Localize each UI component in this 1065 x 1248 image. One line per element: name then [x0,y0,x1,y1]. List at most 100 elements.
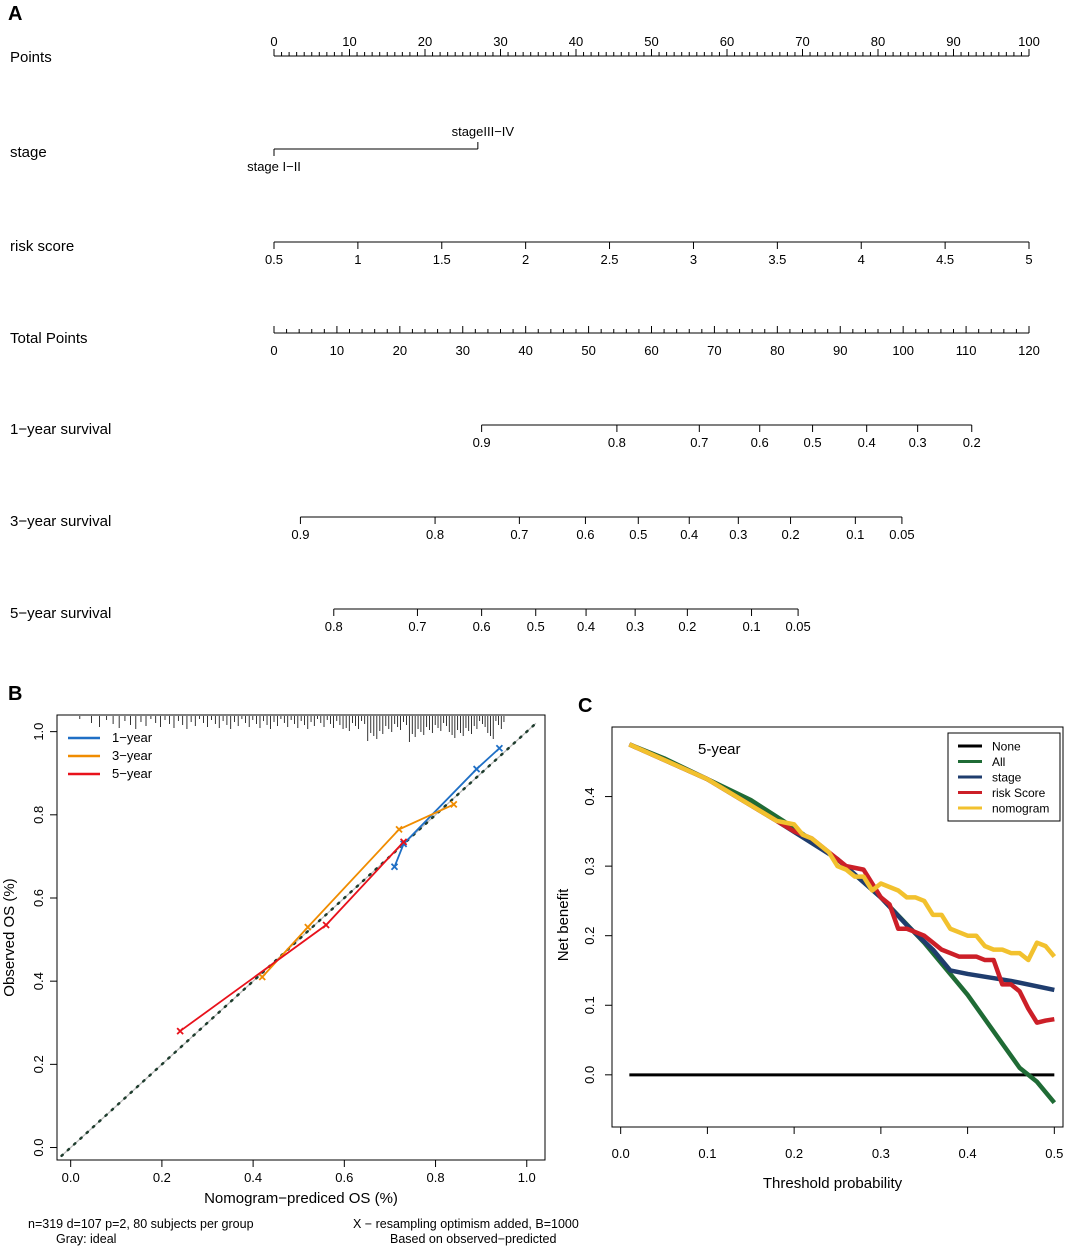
y-axis-title: Net benefit [555,888,572,961]
apparent-line [60,722,538,1158]
tick-label: 0.5 [804,435,822,450]
tick-label: 2.5 [600,252,618,267]
x-tick-label: 0.2 [785,1146,803,1161]
series-point-2 [399,838,408,846]
footnote-ideal: Gray: ideal [56,1232,116,1246]
tick-label: 1 [354,252,361,267]
tick-label: 40 [518,343,532,358]
nomogram-row-label: 1−year survival [10,421,111,438]
tick-label: 10 [330,343,344,358]
tick-label: 0.3 [729,527,747,542]
tick-label: 0.8 [608,435,626,450]
tick-label: 0 [270,343,277,358]
panel-b-label: B [8,683,22,705]
nomogram-row-label: Total Points [10,330,88,347]
legend-label: None [992,740,1021,754]
tick-label: 50 [644,34,658,49]
stage-level-label: stage I−II [247,159,301,174]
calibration-chart: 0.0 0.2 0.4 0.6 0.8 1.0 0.0 0.2 0.4 0.6 0.8 1.0 Nomo… [1,714,579,1246]
series-point-1 [258,973,266,981]
tick-label: 3 [690,252,697,267]
calibration-plot-frame [56,714,546,1161]
tick-label: 0.1 [742,619,760,634]
x-tick-label: 0.6 [335,1170,353,1185]
x-tick-label: 0.4 [959,1146,977,1161]
legend-label: nomogram [992,802,1049,816]
tick-label: 2 [522,252,529,267]
tick-label: 100 [892,343,914,358]
x-axis-title: Nomogram−prediced OS (%) [204,1190,398,1207]
x-tick-label: 0.0 [612,1146,630,1161]
series-line-0 [393,747,500,868]
tick-label: 1.5 [433,252,451,267]
y-tick-label: 0.0 [31,1138,46,1156]
series-point-2 [322,921,330,929]
y-tick-label: 0.6 [31,889,46,907]
tick-label: 0 [270,34,277,49]
tick-label: 4 [858,252,865,267]
x-tick-label: 0.3 [872,1146,890,1161]
tick-label: 20 [418,34,432,49]
x-tick-label: 0.1 [698,1146,716,1161]
tick-label: 0.4 [858,435,876,450]
footnote-resampling: X − resampling optimism added, B=1000 [353,1217,579,1231]
footnote-subjects: n=319 d=107 p=2, 80 subjects per group [28,1217,254,1231]
tick-label: 0.8 [426,527,444,542]
tick-label: 0.4 [577,619,595,634]
tick-label: 90 [833,343,847,358]
y-axis-title: Observed OS (%) [1,878,18,996]
tick-label: 70 [795,34,809,49]
chart-title: 5-year [698,741,741,758]
tick-label: 0.5 [629,527,647,542]
tick-label: 0.9 [291,527,309,542]
nomogram-row-label: stage [10,144,47,161]
y-tick-label: 1.0 [31,723,46,741]
tick-label: 60 [720,34,734,49]
panel-a-label: A [8,3,22,25]
tick-label: 90 [946,34,960,49]
tick-label: 80 [770,343,784,358]
legend-label: risk Score [992,786,1046,800]
tick-label: 0.2 [678,619,696,634]
legend-label: stage [992,771,1022,785]
series-point-0 [390,863,399,871]
tick-label: 0.7 [690,435,708,450]
tick-label: 0.2 [782,527,800,542]
tick-label: 0.7 [408,619,426,634]
series-line-1 [261,803,455,978]
legend-label: 5−year [112,766,153,781]
y-tick-label: 0.1 [582,996,597,1014]
tick-label: 0.4 [680,527,698,542]
tick-label: 60 [644,343,658,358]
y-tick-label: 0.0 [582,1066,597,1084]
tick-label: 10 [342,34,356,49]
tick-label: 20 [393,343,407,358]
legend-label: 3−year [112,748,153,763]
stage-level-label: stageIII−IV [452,124,515,139]
y-tick-label: 0.8 [31,806,46,824]
x-tick-label: 0.8 [427,1170,445,1185]
tick-label: 3.5 [768,252,786,267]
x-tick-label: 1.0 [518,1170,536,1185]
series-point-1 [450,800,458,809]
tick-label: 5 [1025,252,1032,267]
tick-label: 0.6 [576,527,594,542]
dca-series-4 [628,742,1057,963]
legend-label: All [992,755,1005,769]
dca-plot-frame [611,726,1064,1128]
tick-label: 40 [569,34,583,49]
tick-label: 0.1 [846,527,864,542]
series-point-1 [304,923,312,931]
tick-label: 0.3 [626,619,644,634]
tick-label: 0.2 [963,435,981,450]
tick-label: 0.6 [473,619,491,634]
nomogram-row-label: risk score [10,238,74,255]
tick-label: 0.9 [473,435,491,450]
x-axis-title: Threshold probability [763,1175,903,1192]
series-point-0 [495,744,504,752]
tick-label: 0.6 [751,435,769,450]
tick-label: 110 [956,343,977,358]
y-tick-label: 0.3 [582,857,597,875]
